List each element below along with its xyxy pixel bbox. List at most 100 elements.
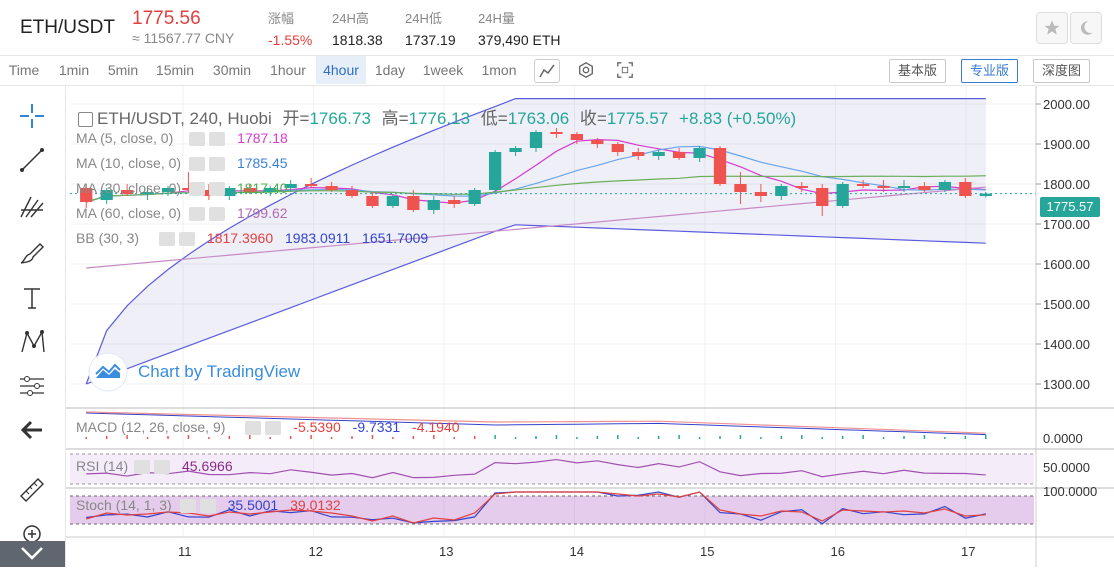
candle xyxy=(509,148,522,152)
candle xyxy=(427,200,440,210)
change-value: +8.83 (+0.50%) xyxy=(679,109,797,128)
bb-legend[interactable]: BB (30, 3) 1817.3960 1983.0911 1651.7009 xyxy=(76,230,429,247)
ma-value: 1785.45 xyxy=(236,155,288,171)
ruler-icon[interactable] xyxy=(16,474,48,506)
close-icon[interactable] xyxy=(209,207,226,222)
timeframe-1min[interactable]: 1min xyxy=(58,62,90,78)
price-chart[interactable]: 2000.00 1900.00 1800.00 1700.00 1600.00 1500.… xyxy=(66,86,1114,567)
measure-icon[interactable] xyxy=(16,370,48,402)
close-icon[interactable] xyxy=(154,460,171,475)
bb-label: BB (30, 3) xyxy=(76,230,140,246)
y-tick-label: 1900.00 xyxy=(1043,137,1090,152)
candle xyxy=(570,134,584,140)
basic-view-button[interactable]: 基本版 xyxy=(889,59,947,83)
collapse-panel-button[interactable] xyxy=(0,541,65,567)
macd-line: -9.7331 xyxy=(352,419,401,435)
moon-icon[interactable] xyxy=(1070,12,1102,44)
stoch-k: 35.5001 xyxy=(227,497,279,513)
high-value: 1776.13 xyxy=(408,109,471,128)
candle xyxy=(345,190,359,196)
candle xyxy=(693,148,706,158)
star-icon[interactable] xyxy=(1036,12,1068,44)
ma-value: 1817.40 xyxy=(236,180,288,196)
back-arrow-icon[interactable] xyxy=(16,414,48,446)
settings-icon[interactable] xyxy=(189,207,206,222)
close-label: 收= xyxy=(579,109,607,128)
timeframe-30min[interactable]: 30min xyxy=(212,62,252,78)
candle xyxy=(284,184,297,188)
x-tick-label: 17 xyxy=(961,544,975,559)
ma-value: 1799.62 xyxy=(236,205,288,221)
depth-chart-button[interactable]: 深度图 xyxy=(1033,59,1091,83)
open-value: 1766.73 xyxy=(309,109,371,128)
ma30-legend[interactable]: MA (30, close, 0) 1817.40 xyxy=(76,180,288,197)
candle xyxy=(836,184,849,206)
x-tick-label: 14 xyxy=(570,544,584,559)
rsi-legend[interactable]: RSI (14) 45.6966 xyxy=(76,458,233,475)
candle xyxy=(938,182,952,190)
timeframe-time[interactable]: Time xyxy=(8,62,40,78)
close-icon[interactable] xyxy=(209,132,226,147)
timeframe-15min[interactable]: 15min xyxy=(155,62,195,78)
y-tick-label: 1300.00 xyxy=(1043,377,1090,392)
candle xyxy=(816,188,829,206)
timeframe-5min[interactable]: 5min xyxy=(107,62,139,78)
fullscreen-icon[interactable] xyxy=(613,59,637,81)
brush-icon[interactable] xyxy=(16,236,48,268)
candle xyxy=(304,184,318,186)
settings-icon[interactable] xyxy=(189,157,206,172)
rsi-line xyxy=(86,458,986,479)
x-tick-label: 16 xyxy=(831,544,845,559)
ma5-legend[interactable]: MA (5, close, 0) 1787.18 xyxy=(76,130,288,147)
close-value: 1775.57 xyxy=(606,109,669,128)
market-header: ETH/USDT 1775.56 ≈ 11567.77 CNY 涨幅 -1.55… xyxy=(0,0,1114,56)
stat-value: 1818.38 xyxy=(332,32,383,48)
candle xyxy=(80,188,93,202)
settings-icon[interactable] xyxy=(159,232,176,247)
settings-icon[interactable] xyxy=(574,59,598,81)
settings-icon[interactable] xyxy=(179,499,196,514)
timeframe-1week[interactable]: 1week xyxy=(422,62,464,78)
y-tick-label: 1400.00 xyxy=(1043,337,1090,352)
tradingview-logo-icon xyxy=(88,352,128,392)
last-price: 1775.56 xyxy=(132,8,201,29)
y-tick-label: 1700.00 xyxy=(1043,217,1090,232)
stoch-axis-label: 100.0000 xyxy=(1043,484,1098,499)
candle xyxy=(918,186,931,190)
candle xyxy=(979,193,992,196)
settings-icon[interactable] xyxy=(134,460,151,475)
settings-icon[interactable] xyxy=(189,132,206,147)
timeframe-1day[interactable]: 1day xyxy=(374,62,406,78)
ma-line xyxy=(86,175,986,203)
close-icon[interactable] xyxy=(199,499,216,514)
candle xyxy=(325,186,338,190)
candle xyxy=(591,140,604,144)
fib-icon[interactable] xyxy=(16,190,48,222)
collapse-icon[interactable] xyxy=(78,112,93,128)
close-icon[interactable] xyxy=(209,182,226,197)
candle xyxy=(795,186,808,188)
close-icon[interactable] xyxy=(265,421,282,436)
indicator-icon[interactable] xyxy=(534,59,560,83)
macd-legend[interactable]: MACD (12, 26, close, 9) -5.5390 -9.7331 … xyxy=(76,419,460,436)
stat-low: 24H低 1737.19 xyxy=(405,8,456,48)
ma10-legend[interactable]: MA (10, close, 0) 1785.45 xyxy=(76,155,288,172)
close-icon[interactable] xyxy=(209,157,226,172)
trendline-icon[interactable] xyxy=(16,144,48,176)
pattern-icon[interactable] xyxy=(16,326,48,358)
macd-label: MACD (12, 26, close, 9) xyxy=(76,419,226,435)
timeframe-4hour[interactable]: 4hour xyxy=(316,56,366,84)
settings-icon[interactable] xyxy=(189,182,206,197)
pro-view-button[interactable]: 专业版 xyxy=(961,59,1019,83)
settings-icon[interactable] xyxy=(245,421,262,436)
ma60-legend[interactable]: MA (60, close, 0) 1799.62 xyxy=(76,205,288,222)
crosshair-icon[interactable] xyxy=(16,100,48,132)
stoch-legend[interactable]: Stoch (14, 1, 3) 35.5001 39.0132 xyxy=(76,497,341,514)
rsi-axis-label: 50.0000 xyxy=(1043,460,1090,475)
timeframe-1hour[interactable]: 1hour xyxy=(270,62,306,78)
bb-lower: 1651.7009 xyxy=(362,230,429,246)
close-icon[interactable] xyxy=(179,232,196,247)
timeframe-1mon[interactable]: 1mon xyxy=(481,62,517,78)
text-icon[interactable] xyxy=(16,282,48,314)
tradingview-watermark[interactable]: Chart by TradingView xyxy=(88,352,300,392)
